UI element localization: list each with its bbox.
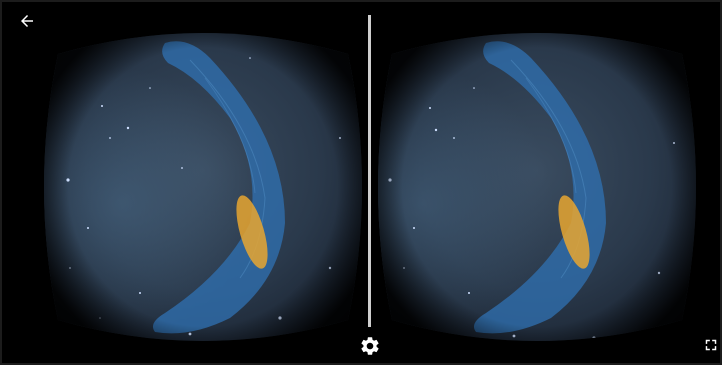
left-eye-scene: [44, 33, 362, 341]
eye-divider: [368, 15, 371, 327]
settings-button[interactable]: [356, 332, 384, 360]
right-eye-scene: [378, 33, 696, 341]
gear-icon: [361, 337, 379, 355]
back-button[interactable]: [14, 8, 40, 34]
fullscreen-exit-icon: [705, 339, 717, 351]
arrow-left-icon: [21, 15, 33, 27]
fullscreen-button[interactable]: [700, 334, 722, 356]
right-eye-view: [374, 18, 700, 356]
left-eye-view: [40, 18, 366, 356]
